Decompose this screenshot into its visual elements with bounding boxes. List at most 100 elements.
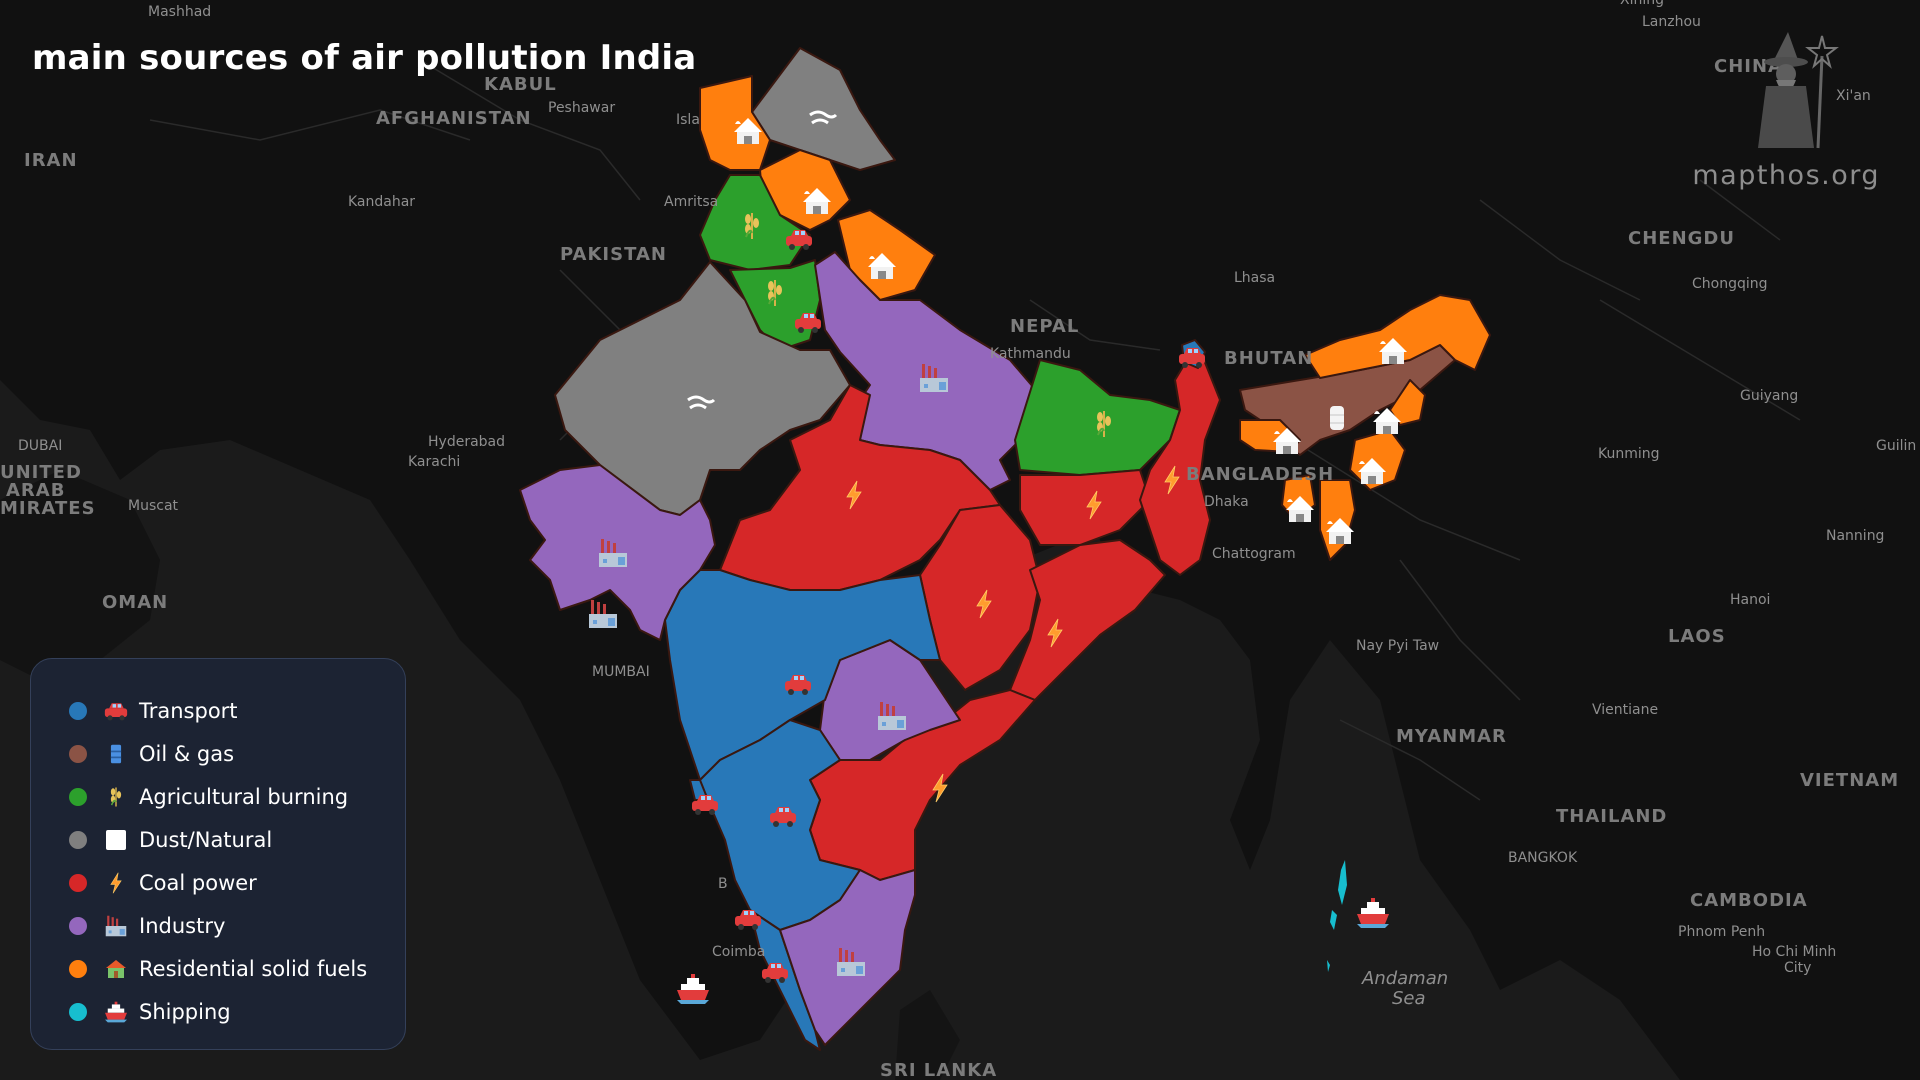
house-fire-icon bbox=[103, 958, 129, 980]
label-andaman-sea-2: Sea bbox=[1392, 988, 1426, 1009]
label-chengdu: CHENGDU bbox=[1628, 228, 1735, 249]
label-kunming: Kunming bbox=[1598, 446, 1660, 462]
factory-icon bbox=[103, 915, 129, 937]
ship-icon bbox=[103, 1001, 129, 1023]
label-vientiane: Vientiane bbox=[1592, 702, 1658, 718]
label-dhaka: Dhaka bbox=[1204, 494, 1249, 510]
region-nagaland bbox=[1389, 379, 1426, 426]
label-laos: LAOS bbox=[1668, 626, 1726, 647]
legend-label: Transport bbox=[139, 698, 238, 723]
label-lhasa: Lhasa bbox=[1234, 270, 1275, 286]
region-karnataka bbox=[699, 719, 861, 931]
legend-swatch bbox=[69, 830, 87, 849]
label-hanoi: Hanoi bbox=[1730, 592, 1770, 608]
land-sri-lanka bbox=[895, 990, 960, 1080]
label-cambodia: CAMBODIA bbox=[1690, 890, 1808, 911]
label-kabul: KABUL bbox=[484, 74, 557, 95]
label-amritsar: Amritsa bbox=[664, 194, 718, 210]
label-muscat: Muscat bbox=[128, 498, 179, 514]
legend-swatch bbox=[69, 1002, 87, 1021]
region-west-bengal bbox=[1139, 349, 1221, 576]
label-nay-pyi-taw: Nay Pyi Taw bbox=[1356, 638, 1439, 654]
crop-icon bbox=[103, 786, 129, 808]
region-andaman bbox=[1338, 860, 1347, 905]
legend-swatch bbox=[69, 787, 87, 806]
label-bengaluru: B bbox=[718, 876, 728, 892]
label-thailand: THAILAND bbox=[1556, 806, 1667, 827]
region-arunachal bbox=[1304, 294, 1491, 379]
label-uae-2: ARAB bbox=[6, 480, 65, 501]
legend-item-coal-power: Coal power bbox=[69, 861, 405, 904]
legend-item-dust-natural: Dust/Natural bbox=[69, 818, 405, 861]
label-myanmar: MYANMAR bbox=[1396, 726, 1507, 747]
label-iran: IRAN bbox=[24, 150, 78, 171]
brand-text: mapthos.org bbox=[1692, 160, 1880, 191]
label-islamabad: Isla bbox=[676, 112, 700, 128]
label-uae-3: MIRATES bbox=[0, 498, 96, 519]
label-xining: Xining bbox=[1620, 0, 1664, 8]
region-andaman-south bbox=[1330, 910, 1337, 930]
label-andaman-sea-1: Andaman bbox=[1361, 968, 1448, 989]
oil-barrel-icon bbox=[103, 743, 129, 765]
label-chongqing: Chongqing bbox=[1692, 276, 1768, 292]
brand-logo: mapthos.org bbox=[1640, 20, 1880, 200]
label-oman: OMAN bbox=[102, 592, 168, 613]
legend-label: Oil & gas bbox=[139, 741, 235, 766]
legend-item-oil-gas: Oil & gas bbox=[69, 732, 405, 775]
legend-label: Residential solid fuels bbox=[139, 956, 368, 981]
wizard-icon bbox=[1758, 32, 1839, 149]
land-oman bbox=[0, 470, 160, 680]
label-dubai: DUBAI bbox=[18, 438, 62, 454]
legend: Transport Oil & gas Agricultural burning… bbox=[30, 658, 406, 1050]
label-peshawar: Peshawar bbox=[548, 100, 615, 116]
label-nanning: Nanning bbox=[1826, 528, 1884, 544]
legend-item-industry: Industry bbox=[69, 904, 405, 947]
label-bhutan: BHUTAN bbox=[1224, 348, 1313, 369]
legend-item-shipping: Shipping bbox=[69, 990, 405, 1033]
dust-icon bbox=[103, 829, 129, 851]
region-jharkhand bbox=[1019, 469, 1151, 546]
label-bangladesh: BANGLADESH bbox=[1186, 464, 1334, 485]
lightning-icon bbox=[103, 871, 129, 894]
label-vietnam: VIETNAM bbox=[1800, 770, 1899, 791]
legend-label: Industry bbox=[139, 913, 226, 938]
legend-label: Shipping bbox=[139, 999, 231, 1024]
legend-item-agricultural-burning: Agricultural burning bbox=[69, 775, 405, 818]
label-guilin: Guilin bbox=[1876, 438, 1916, 454]
region-ladakh bbox=[751, 47, 896, 171]
oil-barrel-icon bbox=[1330, 406, 1344, 430]
map-title: main sources of air pollution India bbox=[32, 38, 697, 78]
label-phnom-penh: Phnom Penh bbox=[1678, 924, 1765, 940]
region-odisha bbox=[1009, 539, 1166, 701]
label-ho-chi-minh-2: City bbox=[1784, 960, 1811, 976]
label-hyderabad: Hyderabad bbox=[428, 434, 505, 450]
label-nepal: NEPAL bbox=[1010, 316, 1079, 337]
label-ho-chi-minh-1: Ho Chi Minh bbox=[1752, 944, 1836, 960]
legend-swatch bbox=[69, 873, 87, 892]
label-kandahar: Kandahar bbox=[348, 194, 415, 210]
label-mumbai: MUMBAI bbox=[592, 664, 650, 680]
label-kathmandu: Kathmandu bbox=[990, 346, 1071, 362]
legend-item-residential-solid-fuels: Residential solid fuels bbox=[69, 947, 405, 990]
label-coimbatore: Coimba bbox=[712, 944, 765, 960]
label-bangkok: BANGKOK bbox=[1508, 850, 1578, 866]
region-gujarat bbox=[519, 464, 716, 641]
label-sri-lanka: SRI LANKA bbox=[880, 1060, 997, 1080]
legend-label: Dust/Natural bbox=[139, 827, 273, 852]
legend-swatch bbox=[69, 701, 87, 720]
legend-swatch bbox=[69, 744, 87, 763]
label-mashhad: Mashhad bbox=[148, 4, 211, 20]
legend-swatch bbox=[69, 959, 87, 978]
label-karachi: Karachi bbox=[408, 454, 460, 470]
region-nicobar bbox=[1327, 960, 1330, 972]
label-lanzhou: Lanzhou bbox=[1642, 14, 1701, 30]
legend-label: Coal power bbox=[139, 870, 257, 895]
label-uae-1: UNITED bbox=[0, 462, 82, 483]
legend-item-transport: Transport bbox=[69, 689, 405, 732]
label-pakistan: PAKISTAN bbox=[560, 244, 667, 265]
legend-swatch bbox=[69, 916, 87, 935]
label-chattogram: Chattogram bbox=[1212, 546, 1296, 562]
label-xian: Xi'an bbox=[1836, 88, 1871, 104]
